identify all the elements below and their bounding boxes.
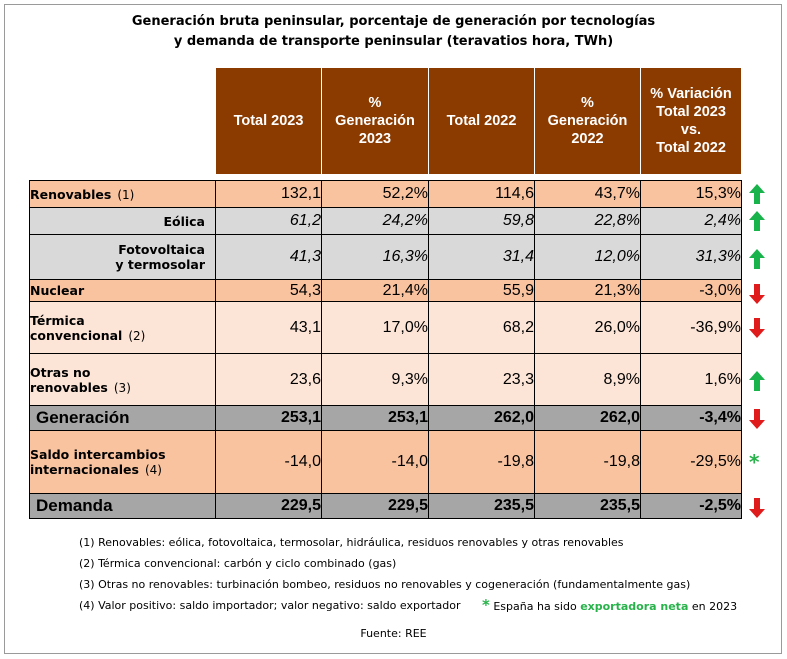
data-table: Renovables (1) 132,1 52,2% 114,6 43,7% 15… [29,180,742,519]
cell-pct-2023: 9,3% [321,353,429,406]
cell-total-2022: 55,9 [428,279,535,302]
cell-variation: -3,4% [640,405,742,431]
header-pct-2023: % Generación 2023 [321,68,428,174]
cell-variation: 31,3% [640,234,742,280]
header-total-2023: Total 2023 [215,68,321,174]
cell-total-2022: 114,6 [428,180,535,208]
cell-total-2023: 132,1 [215,180,322,208]
star-icon: * [749,450,760,474]
cell-pct-2022: 43,7% [534,180,641,208]
cell-pct-2022: 26,0% [534,301,641,354]
arrow-down-icon [749,409,765,429]
arrow-up-icon [749,211,765,231]
label-demanda: Demanda [29,493,216,519]
arrow-up-icon [749,249,765,269]
header-total-2022: Total 2022 [428,68,534,174]
label-eolica: Eólica [29,207,216,235]
row-termica: Térmica convencional (2) 43,1 17,0% 68,2 2… [29,301,742,354]
arrow-down-icon [749,498,765,518]
cell-pct-2023: 52,2% [321,180,429,208]
cell-total-2023: 23,6 [215,353,322,406]
cell-pct-2023: 253,1 [321,405,429,431]
cell-total-2022: 31,4 [428,234,535,280]
cell-total-2022: 235,5 [428,493,535,519]
cell-total-2023: 54,3 [215,279,322,302]
source-note: Fuente: REE [360,627,427,640]
label-nuclear: Nuclear [29,279,216,302]
label-renovables: Renovables (1) [29,180,216,208]
row-nuclear: Nuclear 54,3 21,4% 55,9 21,3% -3,0% [29,279,742,302]
cell-total-2023: 253,1 [215,405,322,431]
row-demanda: Demanda 229,5 229,5 235,5 235,5 -2,5% [29,493,742,519]
cell-total-2023: 41,3 [215,234,322,280]
footnote-3: (3) Otras no renovables: turbinación bom… [79,578,691,591]
label-generacion: Generación [29,405,216,431]
cell-pct-2023: 17,0% [321,301,429,354]
cell-total-2022: 59,8 [428,207,535,235]
arrow-up-icon [749,184,765,204]
label-otras: Otras no renovables (3) [29,353,216,406]
cell-total-2023: -14,0 [215,430,322,494]
arrow-down-icon [749,284,765,304]
label-termica: Térmica convencional (2) [29,301,216,354]
cell-total-2023: 43,1 [215,301,322,354]
footnote-4: (4) Valor positivo: saldo importador; va… [79,599,461,612]
title-line-2: y demanda de transporte peninsular (tera… [173,34,614,49]
cell-pct-2022: 12,0% [534,234,641,280]
cell-pct-2022: 21,3% [534,279,641,302]
cell-total-2022: -19,8 [428,430,535,494]
arrow-up-icon [749,371,765,391]
cell-pct-2023: 16,3% [321,234,429,280]
cell-total-2023: 61,2 [215,207,322,235]
cell-pct-2023: 21,4% [321,279,429,302]
highlight-exportadora: exportadora neta [580,600,689,613]
cell-pct-2022: 22,8% [534,207,641,235]
cell-pct-2023: 24,2% [321,207,429,235]
arrow-down-icon [749,318,765,338]
footnote-2: (2) Térmica convencional: carbón y ciclo… [79,557,397,570]
header-pct-2022: % Generación 2022 [534,68,640,174]
footnote-1: (1) Renovables: eólica, fotovoltaica, te… [79,536,624,549]
cell-pct-2022: 8,9% [534,353,641,406]
footnote-star: * España ha sido exportadora neta en 202… [482,596,738,614]
row-saldo: Saldo intercambios internacionales (4) -14… [29,430,742,494]
cell-variation: -2,5% [640,493,742,519]
title-line-1: Generación bruta peninsular, porcentaje … [131,14,656,29]
cell-variation: -36,9% [640,301,742,354]
cell-variation: 15,3% [640,180,742,208]
cell-variation: -29,5% [640,430,742,494]
row-fotovoltaica: Fotovoltaica y termosolar 41,3 16,3% 31,4… [29,234,742,280]
figure-frame [4,4,782,654]
row-otras: Otras no renovables (3) 23,6 9,3% 23,3 8,9… [29,353,742,406]
cell-total-2022: 262,0 [428,405,535,431]
cell-variation: -3,0% [640,279,742,302]
cell-pct-2022: -19,8 [534,430,641,494]
cell-total-2023: 229,5 [215,493,322,519]
cell-pct-2023: -14,0 [321,430,429,494]
row-eolica: Eólica 61,2 24,2% 59,8 22,8% 2,4% [29,207,742,235]
cell-variation: 1,6% [640,353,742,406]
header-variation: % Variación Total 2023 vs. Total 2022 [640,68,741,174]
label-saldo: Saldo intercambios internacionales (4) [29,430,216,494]
label-fotovoltaica: Fotovoltaica y termosolar [29,234,216,280]
cell-total-2022: 68,2 [428,301,535,354]
cell-variation: 2,4% [640,207,742,235]
cell-pct-2023: 229,5 [321,493,429,519]
cell-pct-2022: 262,0 [534,405,641,431]
star-icon: * [482,596,490,614]
table-title: Generación bruta peninsular, porcentaje … [0,12,787,52]
cell-total-2022: 23,3 [428,353,535,406]
row-generacion: Generación 253,1 253,1 262,0 262,0 -3,4% [29,405,742,431]
cell-pct-2022: 235,5 [534,493,641,519]
row-renovables: Renovables (1) 132,1 52,2% 114,6 43,7% 15… [29,180,742,208]
